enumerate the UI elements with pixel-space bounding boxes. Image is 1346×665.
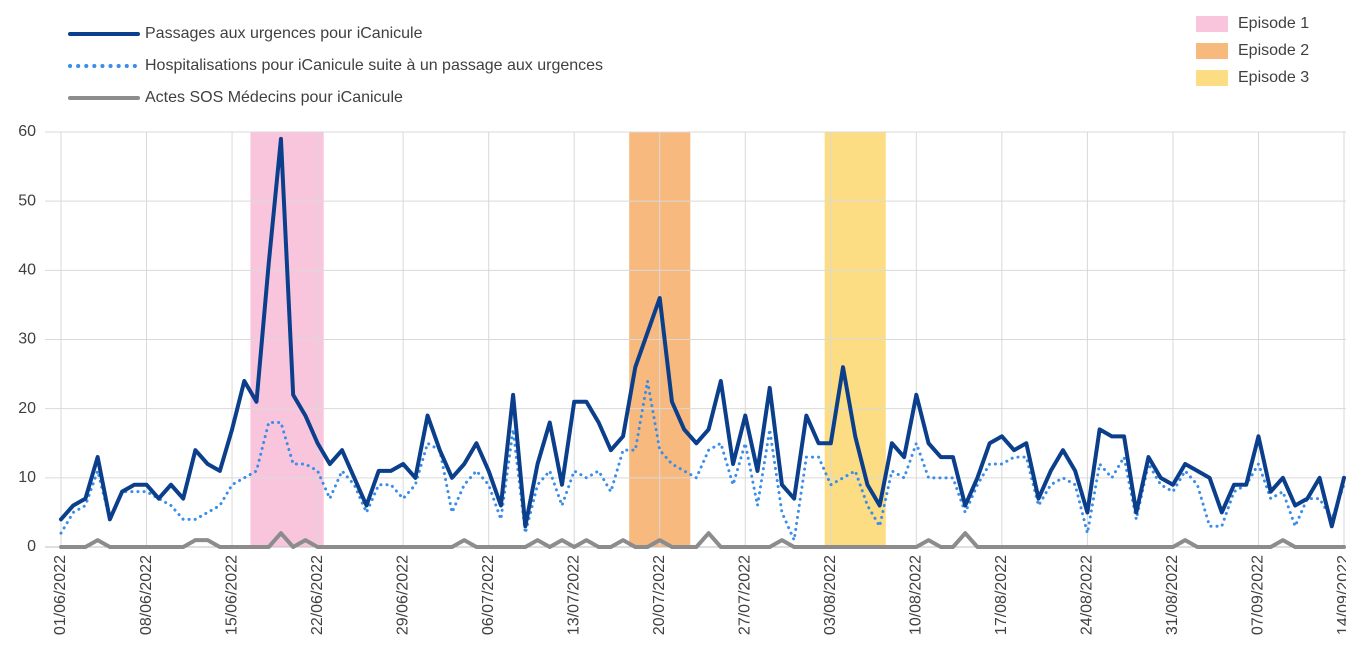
legend-swatch bbox=[1196, 43, 1228, 59]
series-line bbox=[59, 531, 1346, 549]
x-tick-label: 13/07/2022 bbox=[565, 555, 582, 635]
x-tick-label: 24/08/2022 bbox=[1079, 555, 1096, 635]
legend-swatch bbox=[1196, 70, 1228, 86]
x-tick-label: 17/08/2022 bbox=[993, 555, 1010, 635]
x-tick-label: 22/06/2022 bbox=[309, 555, 326, 635]
x-tick-label: 10/08/2022 bbox=[908, 555, 925, 635]
legend-label: Episode 2 bbox=[1238, 42, 1309, 59]
y-tick-label: 10 bbox=[18, 469, 36, 486]
x-tick-label: 08/06/2022 bbox=[138, 555, 155, 635]
y-tick-label: 30 bbox=[18, 331, 36, 348]
legend-swatch bbox=[1196, 16, 1228, 32]
series-line bbox=[59, 379, 1346, 542]
y-tick-label: 20 bbox=[18, 400, 36, 417]
y-tick-label: 40 bbox=[18, 262, 36, 279]
y-tick-label: 0 bbox=[27, 538, 36, 555]
x-tick-label: 06/07/2022 bbox=[480, 555, 497, 635]
x-tick-label: 07/09/2022 bbox=[1250, 555, 1267, 635]
legend-label: Episode 1 bbox=[1238, 15, 1309, 32]
x-tick-label: 15/06/2022 bbox=[223, 555, 240, 635]
legend-label: Hospitalisations pour iCanicule suite à … bbox=[145, 57, 603, 74]
legend-label: Episode 3 bbox=[1238, 69, 1309, 86]
y-tick-label: 60 bbox=[18, 123, 36, 140]
x-tick-label: 03/08/2022 bbox=[822, 555, 839, 635]
x-tick-label: 01/06/2022 bbox=[52, 555, 69, 635]
x-tick-label: 14/09/2022 bbox=[1335, 555, 1346, 635]
legend-label: Actes SOS Médecins pour iCanicule bbox=[145, 89, 403, 106]
x-tick-label: 29/06/2022 bbox=[394, 555, 411, 635]
series-line bbox=[59, 136, 1346, 529]
legend-label: Passages aux urgences pour iCanicule bbox=[145, 25, 423, 42]
y-tick-label: 50 bbox=[18, 192, 36, 209]
x-tick-label: 20/07/2022 bbox=[651, 555, 668, 635]
x-tick-label: 27/07/2022 bbox=[736, 555, 753, 635]
x-tick-label: 31/08/2022 bbox=[1164, 555, 1181, 635]
